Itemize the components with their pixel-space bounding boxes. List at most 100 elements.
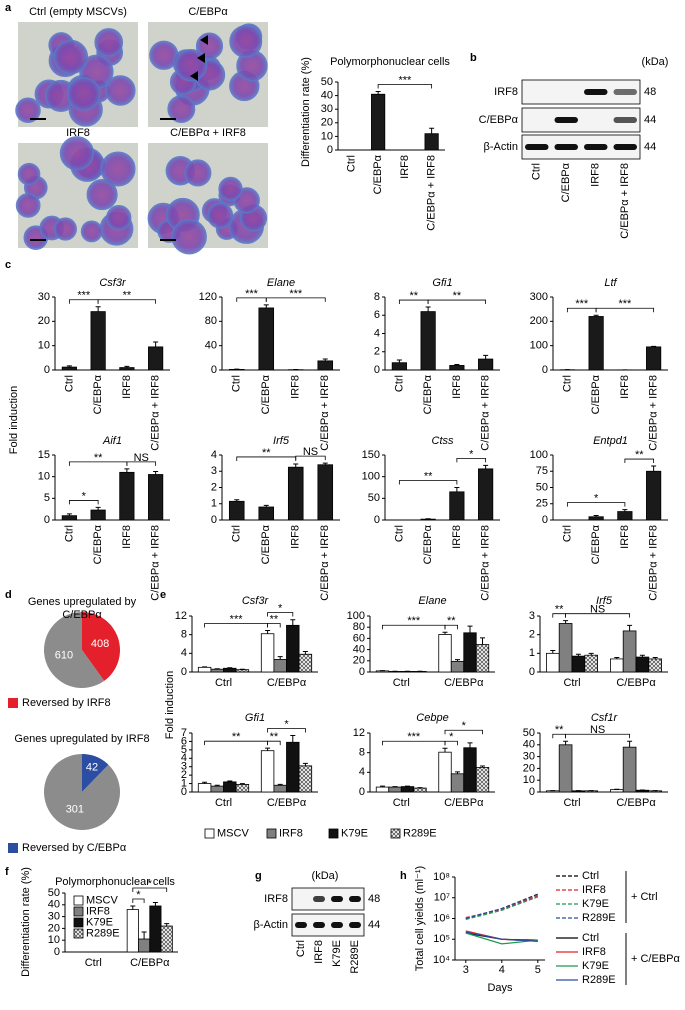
error-bar [263,504,269,507]
chart-title: Csf3r [242,595,270,607]
x-tick-label: Ctrl [563,797,580,809]
x-tick-label: Ctrl [393,797,410,809]
error-bar [425,306,431,312]
x-tick-label: Ctrl [63,525,75,542]
x-tick-label: Ctrl [393,375,405,392]
y-tick-label: 2 [529,629,535,641]
blot-size: 48 [368,893,380,905]
legend-label: Reversed by C/EBPα [22,842,127,854]
y-tick-label: 0 [181,666,187,678]
pie-title: Genes upregulated by IRF8 [14,733,150,745]
bar [617,511,633,521]
x-tick-label: IRF8 [121,375,133,399]
chart-title: Csf1r [591,712,619,724]
x-tick-label: C/EBPα [260,374,272,414]
bar [584,654,598,673]
x-tick-label: Ctrl [231,525,243,542]
series-line [465,895,539,919]
bar [391,362,407,371]
x-tick-label: C/EBPα [372,154,384,194]
blot-band [613,117,637,123]
blot-lane-label: IRF8 [590,163,602,187]
y-tick-label: 300 [530,291,548,303]
x-tick-label: C/EBPα + IRF8 [319,375,331,451]
error-bar [375,91,381,95]
y-tick-label: 10 [321,130,333,142]
series-line [465,932,538,945]
legend-swatch [390,828,401,839]
bar [298,653,313,673]
significance-label: *** [398,74,412,86]
panel-letter: a [5,2,12,14]
y-tick-label: 100 [347,610,365,622]
y-tick-label: 3 [211,465,217,477]
y-tick-label: 0 [374,364,380,376]
x-tick-label: IRF8 [451,525,463,549]
bar [438,751,452,793]
chart-title: Cebpe [416,712,448,724]
micrograph [148,22,268,127]
error-bar [322,358,328,361]
legend-label: Ctrl [582,932,599,944]
y-tick-label: 2 [374,346,380,358]
y-tick-label: 0 [374,514,380,526]
legend-label: IRF8 [86,905,110,917]
bar [648,658,662,673]
x-tick-label: Ctrl [561,375,573,392]
y-tick-label: 4 [211,449,217,461]
x-tick-label: C/EBPα [92,524,104,564]
bar [273,784,287,793]
bar [119,367,135,371]
blot-band [613,144,637,150]
blot-band [525,144,549,150]
y-tick-label: 4 [359,766,365,778]
legend-swatch [73,917,84,928]
error-bar [652,656,658,659]
legend-label: K79E [582,898,609,910]
y-tick-label: 40 [523,739,535,751]
bar [475,644,490,673]
y-tick-label: 50 [321,76,333,88]
bar [371,93,386,151]
x-tick-label: IRF8 [290,525,302,549]
bar [588,516,604,521]
significance-label: ** [635,449,644,461]
significance-label: ** [555,724,564,736]
y-tick-label: 30 [38,291,50,303]
x-tick-label: Ctrl [345,155,357,172]
y-axis-label: Total cell yields (ml⁻¹) [414,866,426,971]
blot-lane-label: Ctrl [531,163,543,180]
x-tick-label: C/EBPα [590,374,602,414]
y-tick-label: 30 [523,751,535,763]
x-tick-label: Ctrl [563,677,580,689]
blot-band [295,922,307,928]
x-tick-label: C/EBPα [444,677,484,689]
y-axis-label: Differentiation rate (%) [20,867,32,977]
x-axis-label: Days [487,982,513,994]
legend-swatch [73,895,84,906]
significance-bracket [267,623,281,628]
bar [646,346,662,371]
error-bar [550,650,556,654]
y-tick-label: 0 [542,514,548,526]
bar [450,773,465,793]
legend-label: R289E [403,827,437,839]
significance-label: ** [447,615,456,627]
y-tick-label: 40 [48,899,60,911]
x-tick-label: Ctrl [231,375,243,392]
pie-value-label: 610 [55,650,73,662]
bar [400,786,415,793]
blot-row-label: IRF8 [494,86,518,98]
error-bar [593,514,599,517]
error-bar [651,465,657,472]
micrograph-label: IRF8 [66,127,90,139]
bar [298,765,313,793]
significance-label: * [82,490,87,502]
kda-unit: (kDa) [642,56,669,68]
x-tick-label: IRF8 [451,375,463,399]
legend-label: R289E [582,974,616,986]
y-tick-label: 5 [181,744,187,756]
bar [138,938,151,953]
blot-row-label: C/EBPα [479,114,519,126]
